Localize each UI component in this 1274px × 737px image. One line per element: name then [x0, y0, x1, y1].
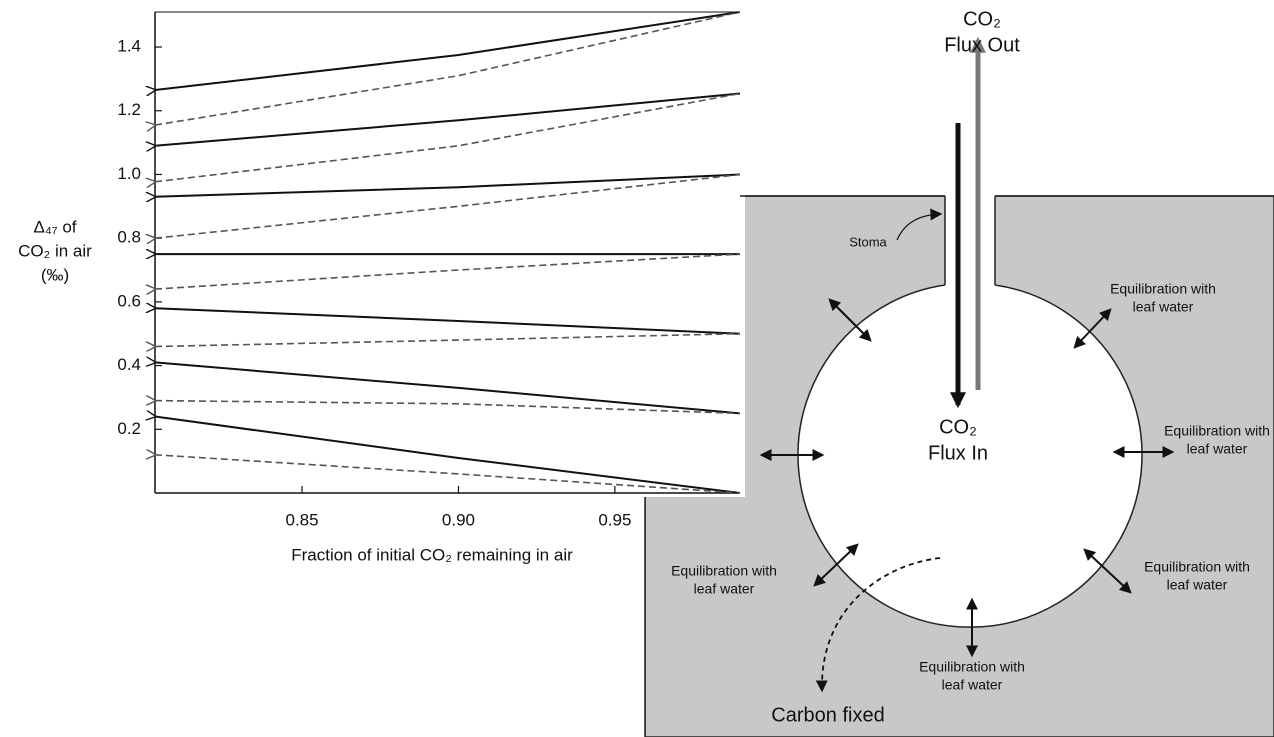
diagram-label: leaf water [1167, 577, 1228, 593]
page: 0.2 0.4 0.6 0.8 1.0 1.2 1.4 0.85 0.90 0.95 Fractio… [0, 0, 1274, 737]
diagram-label: Equilibration with [671, 563, 777, 579]
x-tick-label: 0.95 [598, 510, 631, 529]
diagram-label: leaf water [942, 677, 1003, 693]
x-axis-label: Fraction of initial CO₂ remaining in air [291, 545, 573, 564]
chart-background [645, 0, 745, 497]
stoma-opening [945, 190, 995, 290]
y-axis-label: CO₂ in air [18, 241, 92, 260]
diagram-label: Equilibration with [1110, 281, 1216, 297]
diagram-label: Flux Out [944, 34, 1020, 56]
figure: 0.2 0.4 0.6 0.8 1.0 1.2 1.4 0.85 0.90 0.95 Fractio… [0, 0, 1274, 737]
y-tick-label: 1.2 [117, 100, 141, 119]
y-tick-label: 0.2 [117, 419, 141, 438]
diagram-label: leaf water [694, 581, 755, 597]
y-tick-label: 1.4 [117, 37, 141, 56]
diagram-label: CO₂ [939, 416, 977, 438]
y-tick-label: 1.0 [117, 164, 141, 183]
diagram-label: Equilibration with [1164, 423, 1270, 439]
x-tick-label: 0.90 [442, 510, 475, 529]
diagram-label: CO₂ [963, 8, 1001, 30]
diagram-label: leaf water [1133, 299, 1194, 315]
diagram-label: Stoma [849, 234, 887, 249]
diagram-label: Flux In [928, 442, 988, 464]
y-tick-label: 0.6 [117, 291, 141, 310]
y-tick-label: 0.8 [117, 228, 141, 247]
diagram-label: Carbon fixed [771, 704, 884, 726]
diagram-label: Equilibration with [1144, 559, 1250, 575]
chart-background [0, 0, 645, 737]
y-axis-label: (‰) [41, 265, 69, 284]
diagram-label: Equilibration with [919, 659, 1025, 675]
y-axis-label: Δ₄₇ of [33, 217, 76, 236]
x-tick-label: 0.85 [285, 510, 318, 529]
diagram-label: leaf water [1187, 441, 1248, 457]
y-tick-label: 0.4 [117, 355, 141, 374]
